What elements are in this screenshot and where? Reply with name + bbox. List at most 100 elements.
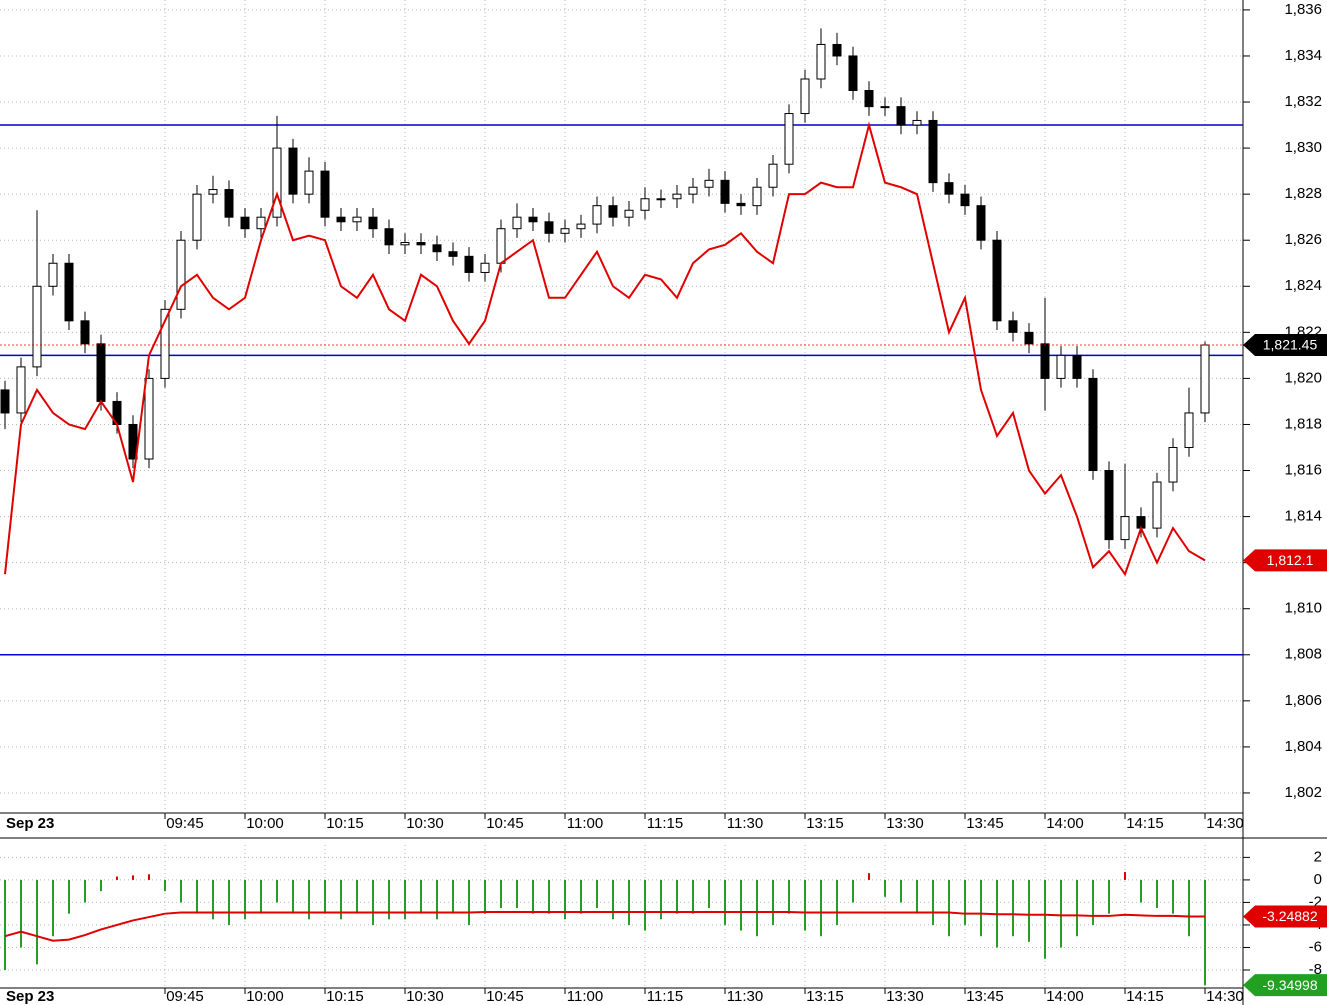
candle-body (128, 423, 138, 460)
x-tick-label: 09:45 (166, 988, 204, 1005)
candle-body (192, 193, 202, 241)
candle-body (992, 239, 1002, 322)
histogram-bar (132, 875, 134, 880)
y-tick-label: 1,830 (1284, 139, 1322, 156)
histogram-bar (340, 879, 342, 920)
y-tick-label: 1,810 (1284, 600, 1322, 617)
histogram-bar (436, 879, 438, 920)
x-tick-label: Sep 23 (6, 988, 54, 1005)
candle-body (672, 193, 682, 200)
histogram-bar (852, 879, 854, 903)
candle-body (464, 255, 474, 273)
candle-body (224, 189, 234, 218)
y-tick-label: -8 (1309, 961, 1322, 978)
histogram-bar (1028, 879, 1030, 942)
histogram-bar (52, 879, 54, 937)
x-tick-label: 13:15 (806, 988, 844, 1005)
histogram-bar (612, 879, 614, 920)
histogram-bar (756, 879, 758, 937)
histogram-bar (708, 879, 710, 909)
candle-body (208, 189, 218, 195)
histogram-bar (516, 879, 518, 909)
y-tick-label: 1,806 (1284, 692, 1322, 709)
y-tick-label: 2 (1314, 848, 1322, 865)
y-tick-label: 1,828 (1284, 185, 1322, 202)
histogram-bar (1060, 879, 1062, 948)
x-tick-label: 10:00 (246, 815, 284, 832)
price-tag (1243, 905, 1327, 928)
candle-body (1184, 412, 1194, 448)
histogram-bar (292, 879, 294, 914)
histogram-bar (900, 879, 902, 903)
candle-body (1040, 343, 1050, 379)
candle-body (1104, 470, 1114, 541)
x-tick-label: 10:30 (406, 988, 444, 1005)
histogram-bar (820, 879, 822, 937)
histogram-bar (788, 879, 790, 914)
histogram-bar (964, 879, 966, 925)
x-tick-label: 13:45 (966, 815, 1004, 832)
x-tick-label: 14:15 (1126, 815, 1164, 832)
candle-body (416, 242, 426, 246)
histogram-bar (884, 879, 886, 897)
candle-body (624, 209, 634, 218)
histogram-bar (548, 879, 550, 914)
x-tick-label: 09:45 (166, 815, 204, 832)
histogram-bar (164, 879, 166, 892)
candle-body (816, 43, 826, 80)
histogram-bar (148, 874, 150, 880)
histogram-bar (420, 879, 422, 914)
histogram-bar (36, 879, 38, 965)
histogram-bar (116, 876, 118, 880)
candle-body (1200, 344, 1210, 414)
y-tick-label: -6 (1309, 938, 1322, 955)
histogram-bar (916, 879, 918, 914)
candle-body (512, 216, 522, 230)
y-tick-label: 1,804 (1284, 738, 1322, 755)
histogram-bar (692, 879, 694, 914)
histogram-bar (660, 879, 662, 920)
candle-body (848, 55, 858, 92)
histogram-bar (1092, 879, 1094, 925)
candle-body (368, 216, 378, 230)
y-tick-label: 1,826 (1284, 231, 1322, 248)
candle-body (0, 389, 10, 414)
x-tick-label: 10:45 (486, 815, 524, 832)
candle-body (912, 119, 922, 126)
candle-body (1056, 354, 1066, 379)
histogram-bar (180, 879, 182, 903)
histogram-bar (836, 879, 838, 925)
x-tick-label: 11:30 (727, 988, 763, 1005)
candle-body (752, 186, 762, 207)
histogram-bar (388, 879, 390, 920)
y-tick-label: 1,814 (1284, 508, 1322, 525)
candle-body (400, 242, 410, 246)
histogram-bar (564, 879, 566, 920)
candle-body (16, 366, 26, 414)
x-tick-label: Sep 23 (6, 815, 54, 832)
candle-body (80, 320, 90, 345)
candle-body (352, 216, 362, 223)
y-tick-label: 1,802 (1284, 784, 1322, 801)
candle-body (1168, 446, 1178, 483)
y-tick-label: 1,808 (1284, 646, 1322, 663)
x-tick-label: 14:30 (1206, 815, 1244, 832)
candle-body (544, 221, 554, 234)
y-tick-label: 1,832 (1284, 93, 1322, 110)
candle-body (480, 262, 490, 273)
histogram-bar (4, 879, 6, 970)
y-tick-label: 1,836 (1284, 1, 1322, 18)
histogram-bar (324, 879, 326, 914)
x-tick-label: 13:45 (966, 988, 1004, 1005)
histogram-bar (244, 879, 246, 920)
candle-body (304, 170, 314, 195)
candle-body (832, 43, 842, 57)
x-tick-label: 13:30 (886, 988, 924, 1005)
price-tag-label: -3.24882 (1262, 908, 1317, 924)
x-tick-label: 11:00 (567, 815, 603, 832)
histogram-bar (308, 879, 310, 920)
candle-body (144, 377, 154, 460)
price-tag-label: -9.34998 (1262, 977, 1317, 993)
x-tick-label: 10:45 (486, 988, 524, 1005)
